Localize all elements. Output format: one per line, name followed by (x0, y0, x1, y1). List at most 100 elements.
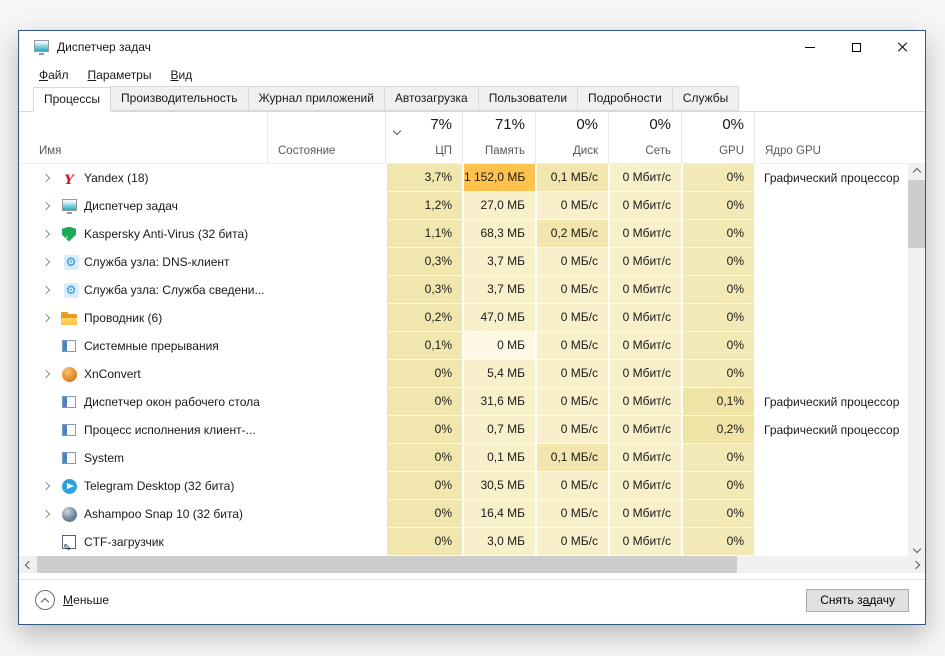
end-task-button[interactable]: Снять задачу (806, 588, 909, 612)
expand-chevron-icon[interactable] (41, 369, 57, 379)
process-name-cell: Kaspersky Anti-Virus (32 бита) (19, 220, 267, 248)
expand-chevron-icon[interactable] (41, 173, 57, 183)
memory-cell: 16,4 МБ (462, 500, 535, 528)
process-name: Служба узла: Служба сведени... (84, 283, 265, 297)
column-header-gpu[interactable]: 0% GPU (681, 112, 754, 163)
scroll-right-icon[interactable] (908, 556, 923, 573)
title-bar: Диспетчер задач (19, 31, 925, 63)
close-button[interactable] (879, 31, 925, 63)
gpu-cell: 0% (681, 164, 754, 192)
ashampoo-icon (61, 506, 77, 522)
expand-chevron-icon[interactable] (41, 481, 57, 491)
process-row[interactable]: Telegram Desktop (32 бита) 0% 30,5 МБ 0 … (19, 472, 925, 500)
gpu-engine-cell: Графический процессор (764, 395, 900, 409)
expand-chevron-icon[interactable] (41, 509, 57, 519)
expand-chevron-icon[interactable] (41, 257, 57, 267)
disk-cell: 0 МБ/с (535, 192, 608, 220)
expand-chevron-icon[interactable] (41, 313, 57, 323)
expand-chevron-icon[interactable] (41, 229, 57, 239)
process-name-cell: System (19, 444, 267, 472)
expand-chevron-icon[interactable] (41, 201, 57, 211)
disk-cell: 0 МБ/с (535, 388, 608, 416)
telegram-icon (61, 478, 77, 494)
process-name-cell: XnConvert (19, 360, 267, 388)
process-row[interactable]: System 0% 0,1 МБ 0,1 МБ/с 0 Мбит/с 0% (19, 444, 925, 472)
scroll-up-icon[interactable] (908, 164, 925, 179)
gpu-engine-cell (754, 220, 925, 248)
process-row[interactable]: Служба узла: DNS-клиент 0,3% 3,7 МБ 0 МБ… (19, 248, 925, 276)
gpu-cell: 0% (681, 332, 754, 360)
process-name: Процесс исполнения клиент-... (84, 423, 256, 437)
process-row[interactable]: Диспетчер задач 1,2% 27,0 МБ 0 МБ/с 0 Мб… (19, 192, 925, 220)
tab-services[interactable]: Службы (671, 86, 740, 111)
process-name-cell: Процесс исполнения клиент-... (19, 416, 267, 444)
fewer-details-button[interactable]: Меньше (35, 590, 109, 610)
process-row[interactable]: Процесс исполнения клиент-... 0% 0,7 МБ … (19, 416, 925, 444)
gpu-engine-cell (754, 528, 925, 556)
gpu-engine-cell (754, 192, 925, 220)
process-name-cell: Служба узла: DNS-клиент (19, 248, 267, 276)
column-header-disk[interactable]: 0% Диск (535, 112, 608, 163)
process-row[interactable]: Kaspersky Anti-Virus (32 бита) 1,1% 68,3… (19, 220, 925, 248)
process-row[interactable]: Yandex (18) 3,7% 1 152,0 МБ 0,1 МБ/с 0 М… (19, 164, 925, 192)
process-row[interactable]: XnConvert 0% 5,4 МБ 0 МБ/с 0 Мбит/с 0% (19, 360, 925, 388)
cpu-cell: 0% (385, 472, 462, 500)
expand-chevron-icon[interactable] (41, 285, 57, 295)
process-name: Ashampoo Snap 10 (32 бита) (84, 507, 244, 521)
scroll-left-icon[interactable] (21, 556, 36, 573)
process-row[interactable]: Проводник (6) 0,2% 47,0 МБ 0 МБ/с 0 Мбит… (19, 304, 925, 332)
process-name-cell: Проводник (6) (19, 304, 267, 332)
column-header-status[interactable]: Состояние (267, 112, 385, 163)
network-cell: 0 Мбит/с (608, 220, 681, 248)
process-row[interactable]: Системные прерывания 0,1% 0 МБ 0 МБ/с 0 … (19, 332, 925, 360)
process-row[interactable]: Диспетчер окон рабочего стола 0% 31,6 МБ… (19, 388, 925, 416)
network-cell: 0 Мбит/с (608, 528, 681, 556)
vertical-scrollbar-thumb[interactable] (908, 180, 925, 248)
menu-file[interactable]: Файл (39, 67, 69, 82)
tab-startup[interactable]: Автозагрузка (383, 86, 479, 111)
network-cell: 0 Мбит/с (608, 304, 681, 332)
memory-cell: 3,7 МБ (462, 276, 535, 304)
column-header-memory[interactable]: 71% Память (462, 112, 535, 163)
tab-performance[interactable]: Производительность (110, 86, 249, 111)
tab-processes[interactable]: Процессы (33, 87, 112, 112)
maximize-button[interactable] (833, 31, 879, 63)
table-header: Имя Состояние 7% ЦП 71% Память 0% Диск 0% Се… (19, 112, 925, 164)
horizontal-scrollbar-thumb[interactable] (37, 556, 737, 573)
process-row[interactable]: Служба узла: Служба сведени... 0,3% 3,7 … (19, 276, 925, 304)
column-header-cpu[interactable]: 7% ЦП (385, 112, 462, 163)
network-cell: 0 Мбит/с (608, 500, 681, 528)
ctf-pen-icon (61, 534, 77, 550)
tab-details[interactable]: Подробности (577, 86, 673, 111)
tab-app-history[interactable]: Журнал приложений (247, 86, 385, 111)
process-name-cell: Диспетчер задач (19, 192, 267, 220)
memory-cell: 68,3 МБ (462, 220, 535, 248)
process-row[interactable]: Ashampoo Snap 10 (32 бита) 0% 16,4 МБ 0 … (19, 500, 925, 528)
gpu-engine-cell (754, 472, 925, 500)
column-header-name[interactable]: Имя (39, 145, 62, 157)
horizontal-scrollbar[interactable] (19, 556, 925, 573)
disk-cell: 0 МБ/с (535, 472, 608, 500)
cpu-cell: 0,1% (385, 332, 462, 360)
gpu-engine-cell (754, 304, 925, 332)
menu-view[interactable]: Вид (170, 67, 193, 82)
column-header-network[interactable]: 0% Сеть (608, 112, 681, 163)
process-name-cell: Ashampoo Snap 10 (32 бита) (19, 500, 267, 528)
column-header-gpu-engine[interactable]: Ядро GPU (754, 112, 925, 163)
process-name: Kaspersky Anti-Virus (32 бита) (84, 227, 249, 241)
menu-options[interactable]: Параметры (87, 67, 152, 82)
memory-cell: 0,1 МБ (462, 444, 535, 472)
gpu-cell: 0,2% (681, 416, 754, 444)
cpu-cell: 0% (385, 528, 462, 556)
scroll-down-icon[interactable] (908, 541, 925, 556)
disk-cell: 0 МБ/с (535, 332, 608, 360)
tab-users[interactable]: Пользователи (477, 86, 579, 111)
minimize-button[interactable] (787, 31, 833, 63)
process-row[interactable]: CTF-загрузчик 0% 3,0 МБ 0 МБ/с 0 Мбит/с … (19, 528, 925, 556)
close-icon (896, 41, 908, 53)
process-name: Диспетчер задач (84, 199, 178, 213)
status-cell (267, 276, 385, 304)
vertical-scrollbar[interactable] (908, 164, 925, 556)
status-cell (267, 192, 385, 220)
disk-cell: 0 МБ/с (535, 304, 608, 332)
